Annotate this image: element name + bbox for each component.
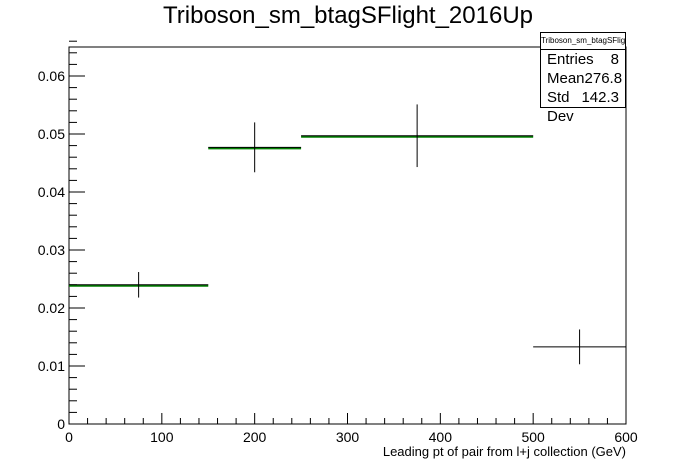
stats-entries-row: Entries 8	[541, 50, 625, 69]
y-tick-label: 0.02	[38, 300, 65, 316]
y-tick-label: 0.01	[38, 358, 65, 374]
x-tick-label: 600	[614, 429, 638, 445]
y-tick-label: 0.06	[38, 68, 65, 84]
chart-title: Triboson_sm_btagSFlight_2016Up	[163, 2, 533, 29]
x-tick-label: 300	[336, 429, 360, 445]
x-tick-label: 200	[243, 429, 267, 445]
stats-entries-label: Entries	[547, 51, 594, 68]
stats-box: Triboson_sm_btagSFlight_2016Up Entries 8…	[540, 32, 626, 125]
y-tick-label: 0.04	[38, 184, 65, 200]
x-tick-label: 400	[429, 429, 453, 445]
stats-mean-row: Mean 276.8	[541, 69, 625, 88]
y-tick-label: 0	[57, 416, 65, 432]
data-marks	[69, 104, 626, 365]
stats-box-title: Triboson_sm_btagSFlight_2016Up	[541, 33, 625, 50]
x-tick-label: 500	[521, 429, 545, 445]
stats-stddev-value: 142.3	[581, 89, 619, 106]
y-tick-label: 0.05	[38, 126, 65, 142]
stats-stddev-label: Std Dev	[547, 89, 574, 125]
stats-entries-value: 8	[610, 51, 619, 68]
y-tick-label: 0.03	[38, 242, 65, 258]
stats-stddev-row: Std Dev 142.3	[541, 88, 625, 125]
axis-ticks: 0 100 200 300 400 500 600 0 0.01 0.02 0.03 0.04 0.05…	[38, 40, 638, 445]
stats-mean-label: Mean	[547, 70, 585, 87]
x-axis-label: Leading pt of pair from l+j collection (…	[383, 444, 626, 459]
stats-mean-value: 276.8	[584, 70, 623, 87]
x-tick-label: 100	[150, 429, 174, 445]
x-tick-label: 0	[65, 429, 73, 445]
